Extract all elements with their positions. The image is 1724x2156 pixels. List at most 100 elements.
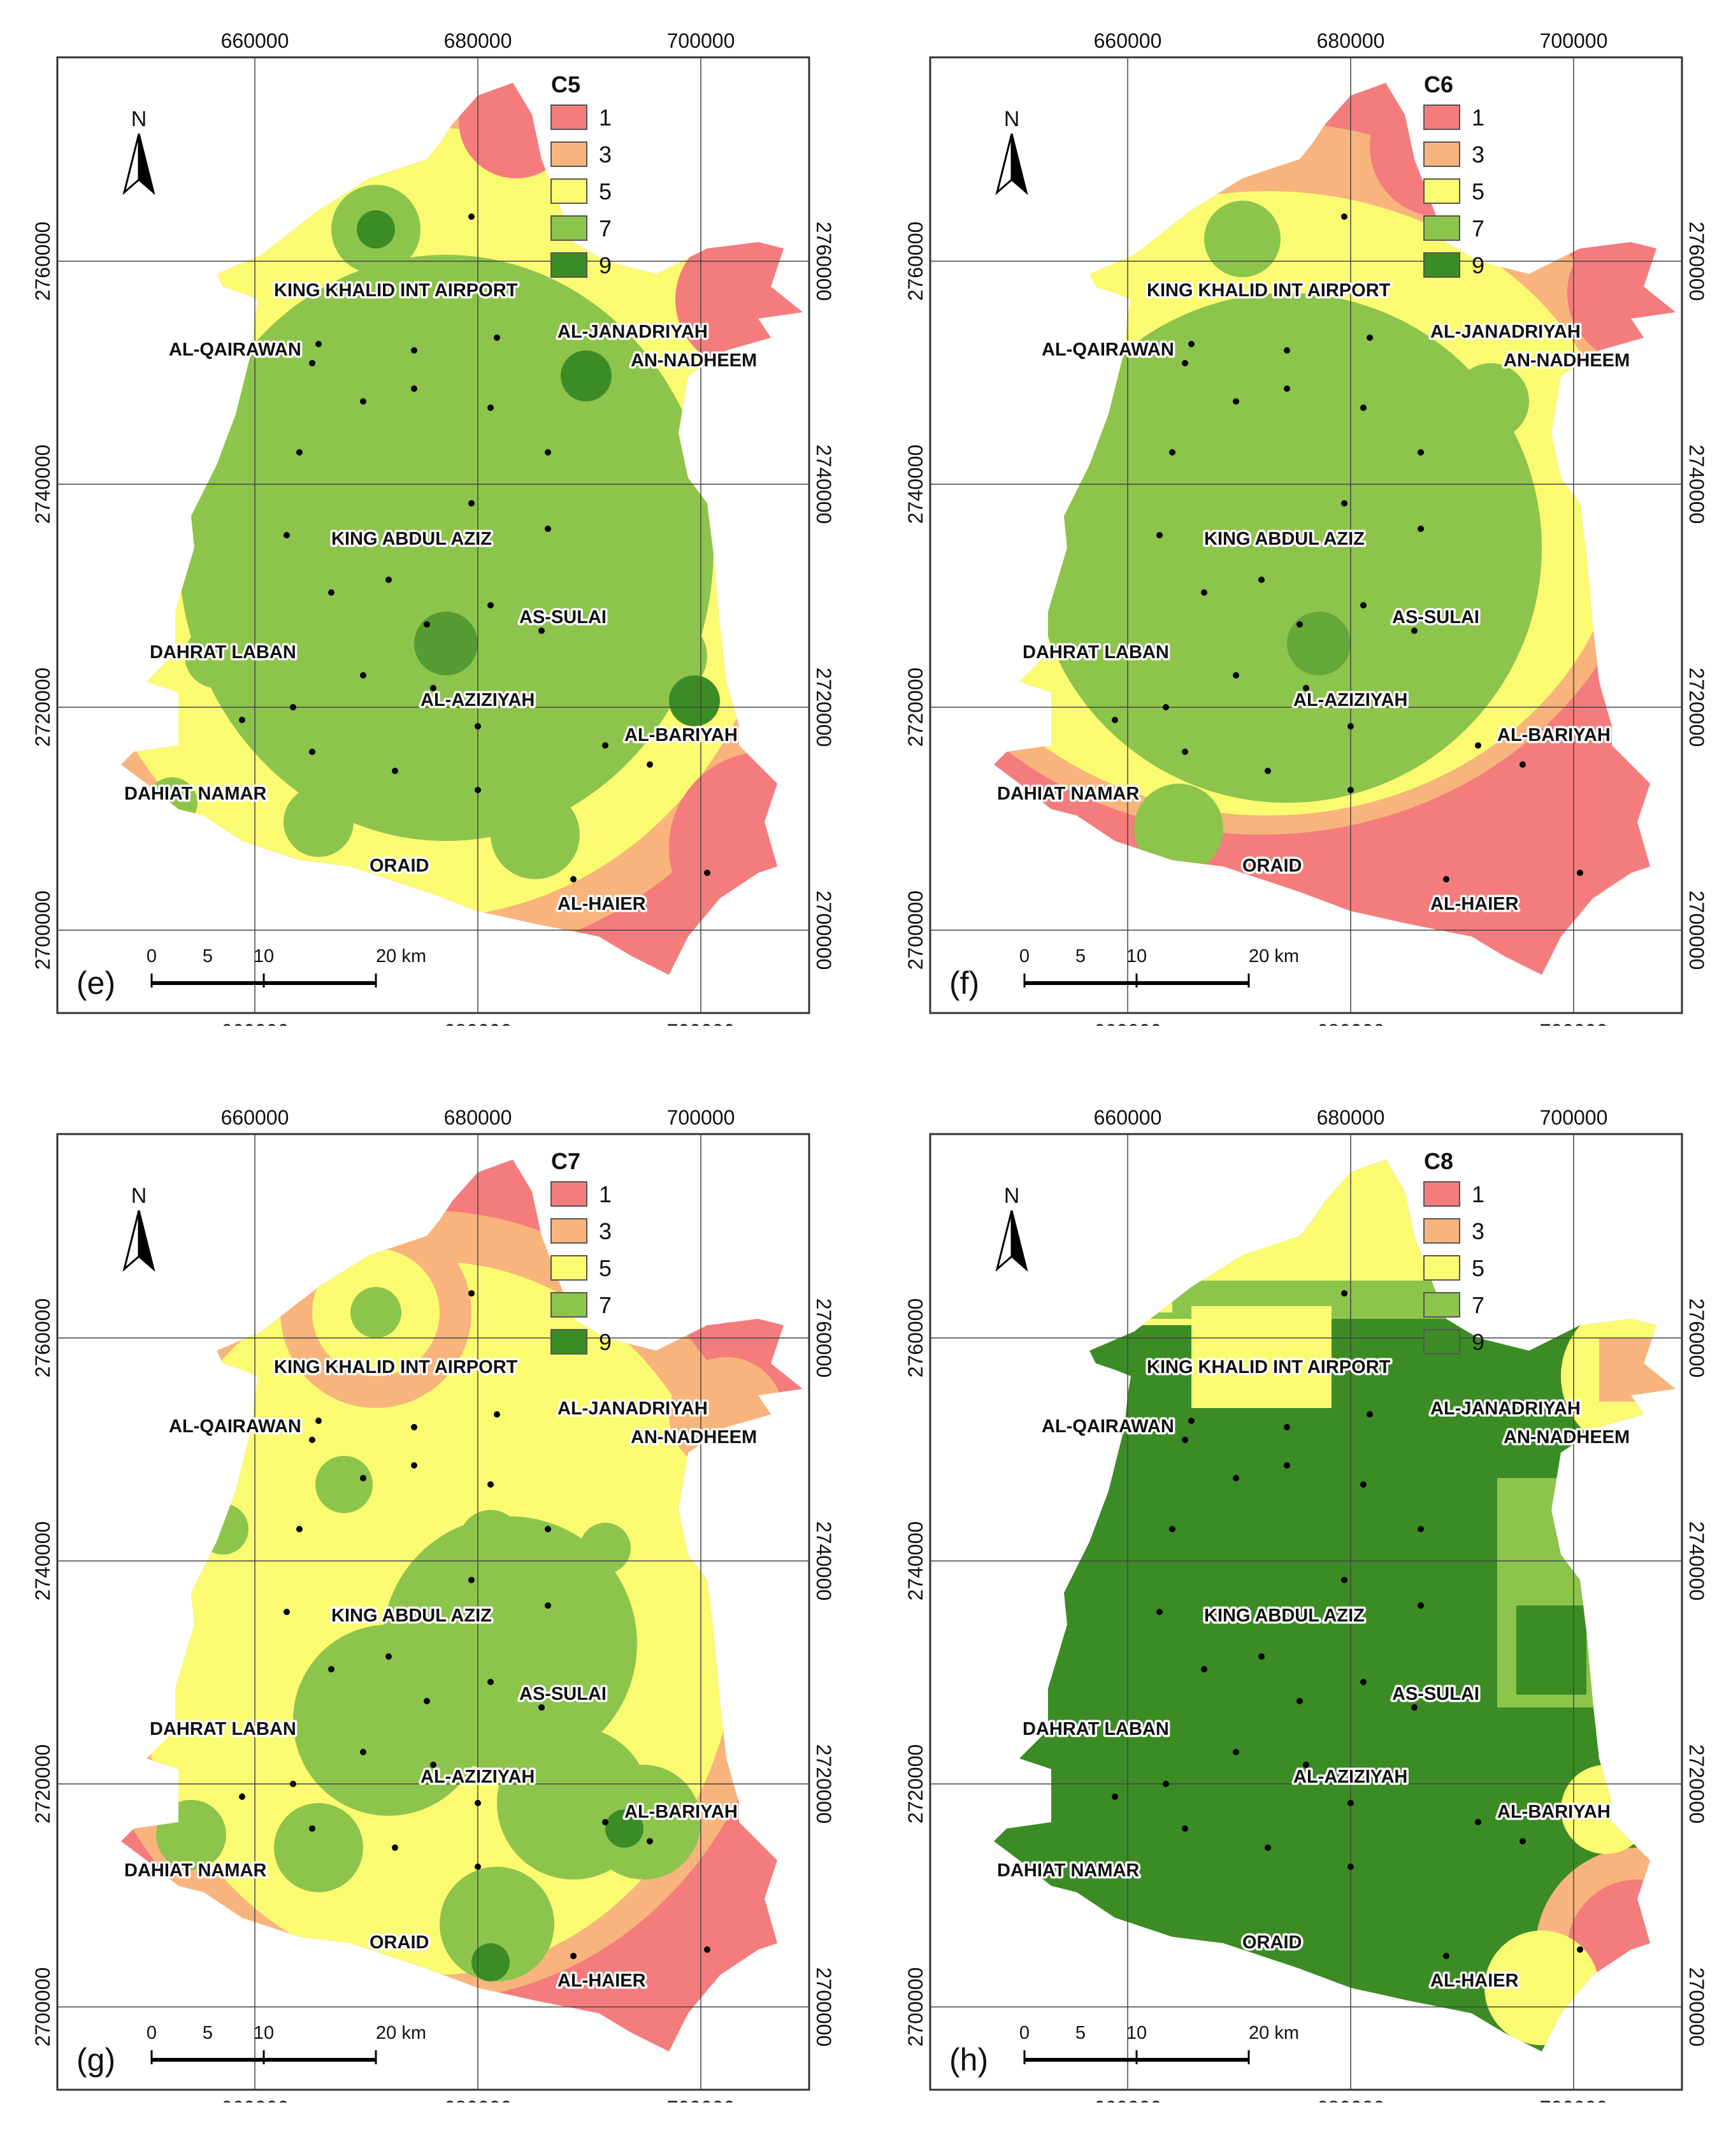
x-tick-label: 660000 (221, 1106, 289, 1129)
north-label: N (1004, 107, 1020, 131)
legend-label: 9 (599, 1329, 612, 1355)
place-label: AS-SULAI (1392, 607, 1479, 628)
map-panel-e: KING KHALID INT AIRPORT AL-QAIRAWAN AL-J… (32, 29, 835, 1026)
y-tick-label: 2760000 (32, 1298, 54, 1378)
x-tick-label: 660000 (1094, 2097, 1162, 2102)
north-label: N (1004, 1184, 1020, 1208)
y-tick-label: 2720000 (812, 1744, 835, 1824)
place-label: AL-AZIZIYAH (420, 1767, 535, 1787)
place-label: AS-SULAI (519, 1684, 607, 1704)
legend-swatch (550, 178, 587, 204)
place-label: KING ABDUL AZIZ (331, 529, 492, 549)
place-label: AL-BARIYAH (624, 1802, 738, 1822)
scale-label: 0 (147, 946, 157, 967)
y-tick-label: 2720000 (1685, 1744, 1708, 1824)
place-label: AL-AZIZIYAH (1293, 1767, 1407, 1787)
y-tick-label: 2760000 (32, 222, 54, 301)
scale-label: 10 (1126, 946, 1147, 967)
place-label: AL-JANADRIYAH (1430, 322, 1581, 342)
legend-swatch (1423, 178, 1460, 204)
y-tick-label: 2700000 (812, 1967, 835, 2047)
legend-label: 7 (1472, 1292, 1484, 1318)
legend-label: 7 (599, 215, 612, 241)
x-ticks-top: 660000 680000 700000 (221, 29, 735, 52)
legend-label: 5 (1472, 178, 1484, 205)
y-tick-label: 2720000 (32, 668, 54, 747)
y-ticks-right: 2700000 2720000 2740000 2760000 (1685, 222, 1708, 970)
y-ticks-right: 2700000 2720000 2740000 2760000 (812, 222, 835, 970)
legend-label: 5 (599, 178, 612, 205)
legend-swatch (1423, 1181, 1460, 1207)
place-label: AL-JANADRIYAH (1430, 1398, 1581, 1419)
legend-swatch (1423, 1292, 1460, 1318)
scale-bar: 0 5 10 20 km (1019, 946, 1299, 988)
y-tick-label: 2760000 (905, 1298, 927, 1378)
legend-swatch (1423, 1218, 1460, 1244)
legend-swatch (550, 1218, 587, 1244)
legend-swatch (550, 215, 587, 241)
x-tick-label: 660000 (1094, 29, 1162, 52)
scale-bar: 0 5 10 20 km (147, 2023, 426, 2064)
place-label: KING KHALID INT AIRPORT (274, 1357, 518, 1377)
y-tick-label: 2760000 (812, 1298, 835, 1378)
place-label: ORAID (370, 1932, 429, 1953)
scale-label: 10 (1126, 2023, 1147, 2043)
y-ticks-right: 2700000 2720000 2740000 2760000 (1685, 1298, 1708, 2047)
legend-swatch (1423, 141, 1460, 167)
place-label: AN-NADHEEM (1504, 1427, 1630, 1448)
y-tick-label: 2700000 (32, 891, 54, 970)
legend-label: 9 (1472, 1329, 1484, 1355)
place-label: AL-HAIER (1430, 894, 1519, 914)
legend-swatch (1423, 215, 1460, 241)
place-label: AL-BARIYAH (1497, 725, 1611, 745)
y-ticks-left: 2700000 2720000 2740000 2760000 (905, 222, 927, 970)
legend: C6 1 3 5 7 9 (1423, 71, 1484, 278)
place-label: AS-SULAI (1392, 1684, 1479, 1704)
place-label: KING KHALID INT AIRPORT (1147, 1357, 1391, 1377)
place-label: KING KHALID INT AIRPORT (274, 280, 518, 301)
scale-label: 10 (254, 2023, 274, 2043)
x-tick-label: 660000 (221, 1020, 289, 1026)
x-tick-label: 680000 (1317, 1020, 1385, 1026)
legend-swatch (1423, 1329, 1460, 1355)
legend-swatch (550, 1181, 587, 1207)
place-label: AL-AZIZIYAH (420, 690, 535, 710)
x-ticks-bottom: 660000 680000 700000 (221, 1020, 735, 1026)
y-tick-label: 2760000 (1685, 1298, 1708, 1378)
scale-label: 5 (1075, 2023, 1086, 2043)
x-ticks-top: 660000 680000 700000 (1094, 29, 1608, 52)
place-label: AN-NADHEEM (631, 1427, 757, 1448)
legend-label: 1 (1472, 1181, 1484, 1207)
y-tick-label: 2720000 (812, 668, 835, 747)
north-label: N (131, 107, 147, 131)
legend-label: 5 (599, 1255, 612, 1281)
scale-label: 0 (1019, 2023, 1030, 2043)
place-label: AL-QAIRAWAN (1042, 1416, 1174, 1437)
x-tick-label: 680000 (1317, 1106, 1385, 1129)
legend-swatch (1423, 252, 1460, 278)
x-ticks-bottom: 660000 680000 700000 (221, 2097, 735, 2102)
place-labels: KING KHALID INT AIRPORT AL-QAIRAWAN AL-J… (122, 278, 759, 917)
y-ticks-right: 2700000 2720000 2740000 2760000 (812, 1298, 835, 2047)
y-tick-label: 2740000 (905, 1521, 927, 1601)
place-label: ORAID (1242, 856, 1302, 876)
x-tick-label: 660000 (1094, 1020, 1162, 1026)
place-label: KING ABDUL AZIZ (331, 1606, 492, 1626)
north-label: N (131, 1184, 147, 1208)
y-tick-label: 2740000 (1685, 445, 1708, 524)
legend-label: 3 (1472, 141, 1484, 168)
legend-label: 5 (1472, 1255, 1484, 1281)
place-label: DAHIAT NAMAR (997, 784, 1139, 804)
scale-label: 5 (203, 2023, 213, 2043)
place-label: AL-JANADRIYAH (557, 1398, 708, 1419)
place-label: AL-BARIYAH (1497, 1802, 1611, 1822)
place-label: AL-HAIER (1430, 1971, 1519, 1991)
legend-title: C6 (1424, 71, 1453, 97)
legend-label: 1 (599, 104, 612, 131)
legend-swatch (550, 141, 587, 167)
scale-label: 0 (147, 2023, 157, 2043)
legend-label: 3 (599, 141, 612, 168)
legend-title: C5 (551, 71, 580, 97)
y-tick-label: 2720000 (905, 1744, 927, 1824)
y-tick-label: 2720000 (1685, 668, 1708, 747)
